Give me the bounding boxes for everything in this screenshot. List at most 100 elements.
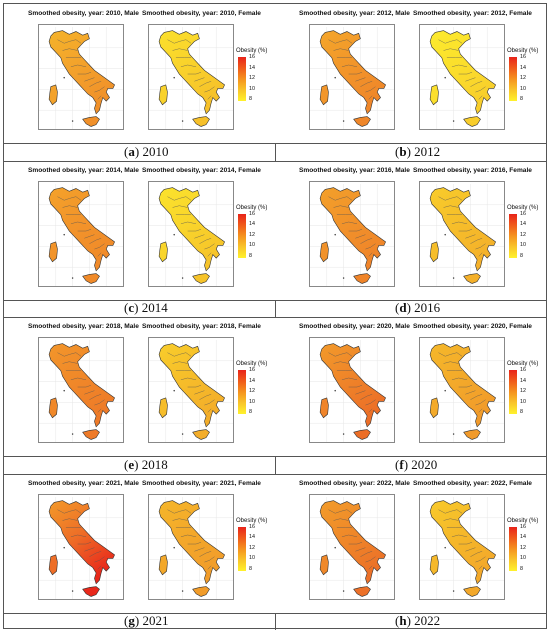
region-border bbox=[360, 237, 373, 244]
panel-b: Smoothed obesity, year: 2012, Male Smooth… bbox=[275, 4, 545, 161]
mainland-region bbox=[158, 186, 225, 271]
sicily-region bbox=[192, 272, 210, 284]
island-dot bbox=[63, 546, 65, 548]
caption-paren: ) bbox=[406, 143, 415, 159]
caption-year: 2018 bbox=[141, 456, 168, 472]
region-border bbox=[187, 228, 202, 231]
caption-year: 2012 bbox=[414, 143, 441, 159]
region-border bbox=[199, 394, 212, 400]
island-dot bbox=[444, 76, 446, 79]
region-border bbox=[368, 95, 373, 100]
caption-paren: ( bbox=[395, 456, 400, 472]
region-border bbox=[360, 81, 373, 87]
legend-tick-label: 16 bbox=[249, 523, 255, 530]
island-dot bbox=[342, 589, 345, 592]
legend-tick-label: 14 bbox=[520, 64, 526, 71]
female-map-title: Smoothed obesity, year: 2014, Female bbox=[142, 166, 261, 174]
region-border bbox=[62, 204, 78, 208]
female-map bbox=[419, 337, 505, 443]
caption-paren: ) bbox=[134, 613, 143, 628]
region-border bbox=[443, 361, 459, 364]
caption-paren: ) bbox=[134, 143, 143, 159]
island-dot bbox=[71, 589, 74, 592]
region-border bbox=[340, 39, 353, 44]
island-dot bbox=[334, 233, 336, 235]
region-border bbox=[465, 390, 476, 395]
region-border bbox=[84, 77, 95, 82]
legend-color-bar bbox=[509, 526, 517, 571]
region-border bbox=[443, 517, 459, 521]
sardinia-region bbox=[48, 397, 58, 419]
female-map bbox=[419, 493, 505, 600]
male-map-title: Smoothed obesity, year: 2014, Male bbox=[28, 166, 139, 174]
region-border bbox=[187, 385, 202, 388]
region-border bbox=[355, 390, 366, 395]
legend-tick-label: 12 bbox=[520, 544, 526, 551]
sardinia-region bbox=[319, 553, 329, 575]
legend-tick-label: 14 bbox=[249, 221, 255, 227]
region-border bbox=[341, 377, 358, 380]
region-border bbox=[355, 546, 366, 551]
female-map-title: Smoothed obesity, year: 2016, Female bbox=[413, 166, 532, 174]
region-border bbox=[333, 361, 349, 364]
grid-line bbox=[4, 160, 546, 162]
region-border bbox=[365, 86, 376, 93]
mainland-region bbox=[429, 499, 496, 584]
grid-line bbox=[4, 317, 546, 318]
panel-caption: (a) 2010 bbox=[124, 144, 168, 160]
male-map bbox=[309, 180, 395, 287]
island-dot bbox=[334, 546, 336, 548]
region-border bbox=[355, 77, 366, 82]
mainland-region bbox=[429, 343, 496, 428]
legend-tick-label: 8 bbox=[249, 252, 252, 259]
female-map-title: Smoothed obesity, year: 2022, Female bbox=[413, 479, 532, 487]
region-border bbox=[167, 39, 180, 44]
legend-color-bar bbox=[238, 526, 246, 571]
caption-paren: ) bbox=[403, 456, 412, 472]
region-border bbox=[451, 377, 468, 380]
region-border bbox=[333, 48, 349, 51]
region-border bbox=[450, 39, 463, 44]
region-border bbox=[57, 39, 70, 44]
legend-tick-label: 14 bbox=[249, 377, 255, 384]
region-border bbox=[194, 546, 205, 551]
region-border bbox=[172, 48, 188, 51]
region-border bbox=[348, 385, 363, 388]
region-border bbox=[207, 95, 212, 100]
region-border bbox=[360, 550, 373, 557]
region-border bbox=[204, 243, 215, 249]
region-border bbox=[69, 352, 82, 357]
panel-c: Smoothed obesity, year: 2014, Male Smooth… bbox=[4, 161, 274, 318]
female-map bbox=[419, 24, 505, 130]
male-map-title: Smoothed obesity, year: 2021, Male bbox=[28, 479, 139, 487]
male-italy-map-svg bbox=[39, 27, 123, 129]
male-map bbox=[38, 493, 124, 600]
male-map bbox=[309, 337, 395, 443]
region-border bbox=[97, 95, 102, 100]
region-border bbox=[89, 394, 102, 400]
legend-tick-label: 16 bbox=[520, 367, 526, 373]
mainland-region bbox=[48, 343, 115, 428]
region-border bbox=[328, 508, 341, 513]
region-border bbox=[84, 233, 95, 238]
region-border bbox=[475, 556, 486, 562]
region-border bbox=[84, 546, 95, 551]
island-dot bbox=[181, 433, 184, 435]
legend-tick-label: 10 bbox=[520, 242, 526, 248]
panel-caption: (e) 2018 bbox=[124, 457, 168, 473]
sicily-region bbox=[192, 429, 210, 440]
female-map-title: Smoothed obesity, year: 2018, Female bbox=[142, 323, 261, 330]
panel-d: Smoothed obesity, year: 2016, Male Smooth… bbox=[275, 161, 545, 318]
male-map-title: Smoothed obesity, year: 2010, Male bbox=[28, 10, 139, 17]
region-border bbox=[333, 517, 349, 521]
caption-paren: ) bbox=[406, 613, 415, 628]
region-border bbox=[465, 233, 476, 238]
legend-title: Obesity (%) bbox=[236, 517, 268, 524]
region-border bbox=[458, 385, 473, 388]
region-border bbox=[207, 252, 212, 256]
region-border bbox=[62, 361, 78, 364]
legend-tick-label: 16 bbox=[249, 54, 255, 60]
caption-paren: ( bbox=[395, 143, 400, 159]
mainland-region bbox=[319, 30, 386, 115]
caption-letter: f bbox=[399, 456, 404, 472]
